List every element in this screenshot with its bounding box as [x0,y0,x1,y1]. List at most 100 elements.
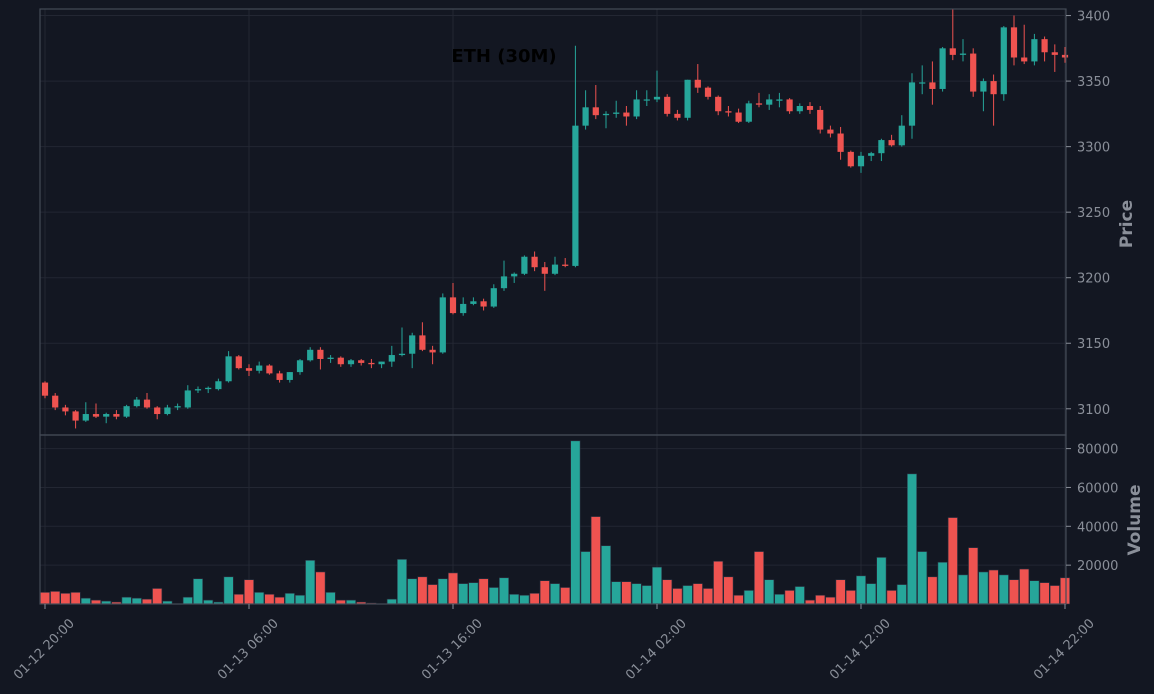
volume-bar [458,583,469,605]
volume-bar [121,596,132,605]
candle [592,85,599,120]
candle-body [296,360,304,373]
price-tick-label: 3400 [1077,10,1110,25]
candle [256,361,263,374]
volume-bar [651,566,662,605]
candle-body [92,414,100,417]
candle-body [694,79,701,88]
candle [643,90,650,106]
candle-body [347,360,355,365]
candle [857,151,865,173]
candle-body [929,82,936,89]
candle [72,410,79,429]
candle [358,358,365,366]
candle-body [613,112,620,114]
candle-body [990,81,997,95]
candle-body [388,355,395,362]
candle [317,347,324,370]
candle-body [1010,27,1018,58]
candle [398,327,406,357]
volume-bar [519,594,530,605]
candle [827,125,834,138]
candle [133,396,140,408]
candle [786,98,793,114]
candle-body [82,414,89,421]
volume-bar [855,575,866,605]
candle-body [368,362,375,365]
candle-body [562,264,569,266]
candle [541,261,548,291]
price-tick-label: 3200 [1077,272,1110,287]
volume-bar [570,440,581,605]
candle [307,347,314,362]
candle [766,94,773,110]
candle [551,256,559,276]
candle-body [878,140,885,154]
candle-body [674,113,681,118]
volume-bar [396,559,407,605]
volume-bar [906,473,917,605]
candle [460,297,467,316]
candle [296,358,304,375]
candle-body [766,99,773,105]
candle-body [715,96,722,112]
candle-body [307,349,314,361]
candle-body [429,349,436,353]
candle [511,272,518,283]
volume-bar [254,592,265,605]
candle [41,381,49,399]
candle [480,298,487,311]
volume-bar [845,590,856,605]
candle [388,345,395,367]
candle-body [541,267,548,274]
candle [286,372,293,383]
candle-body [439,297,446,353]
candle-body [572,125,579,266]
candle [378,361,385,369]
candle-body [1031,39,1038,62]
volume-bar [294,594,305,605]
candle-body [480,301,487,307]
volume-bar [264,593,275,605]
candle-body [327,357,334,359]
volume-bar [702,588,713,605]
volume-bar [784,590,795,605]
candle-body [898,125,905,146]
volume-bar [529,593,540,605]
volume-bar [937,561,948,605]
candle-body [888,140,895,146]
candle-body [776,99,783,101]
candle [970,48,977,97]
candle-body [266,365,273,374]
candle [409,332,416,369]
volume-bar [743,590,754,605]
candle-body [41,382,49,396]
candle [898,115,905,147]
volume-bar [733,594,744,605]
candle [868,151,875,162]
candle-body [704,87,712,97]
volume-bar [590,516,601,605]
volume-bar [1019,568,1030,605]
volume-bar [917,551,928,605]
volume-bars-layer [39,440,1071,605]
volume-bar [600,545,611,605]
candle [990,74,997,126]
volume-bar [886,590,897,605]
candle [103,412,110,424]
candle-body [939,48,946,89]
candle [347,358,355,367]
candle-body [398,353,406,356]
volume-bar [815,594,826,605]
volume-bar [876,557,887,605]
candle-body [1000,27,1007,95]
candle-body [949,48,956,55]
candle [1041,36,1048,62]
candle-body [643,99,650,101]
candle [194,386,202,394]
volume-tick-label: 80000 [1077,443,1118,458]
volume-bar [1008,579,1019,605]
candle-body [511,273,518,277]
candle-body [184,390,191,408]
candle-body [817,109,824,130]
